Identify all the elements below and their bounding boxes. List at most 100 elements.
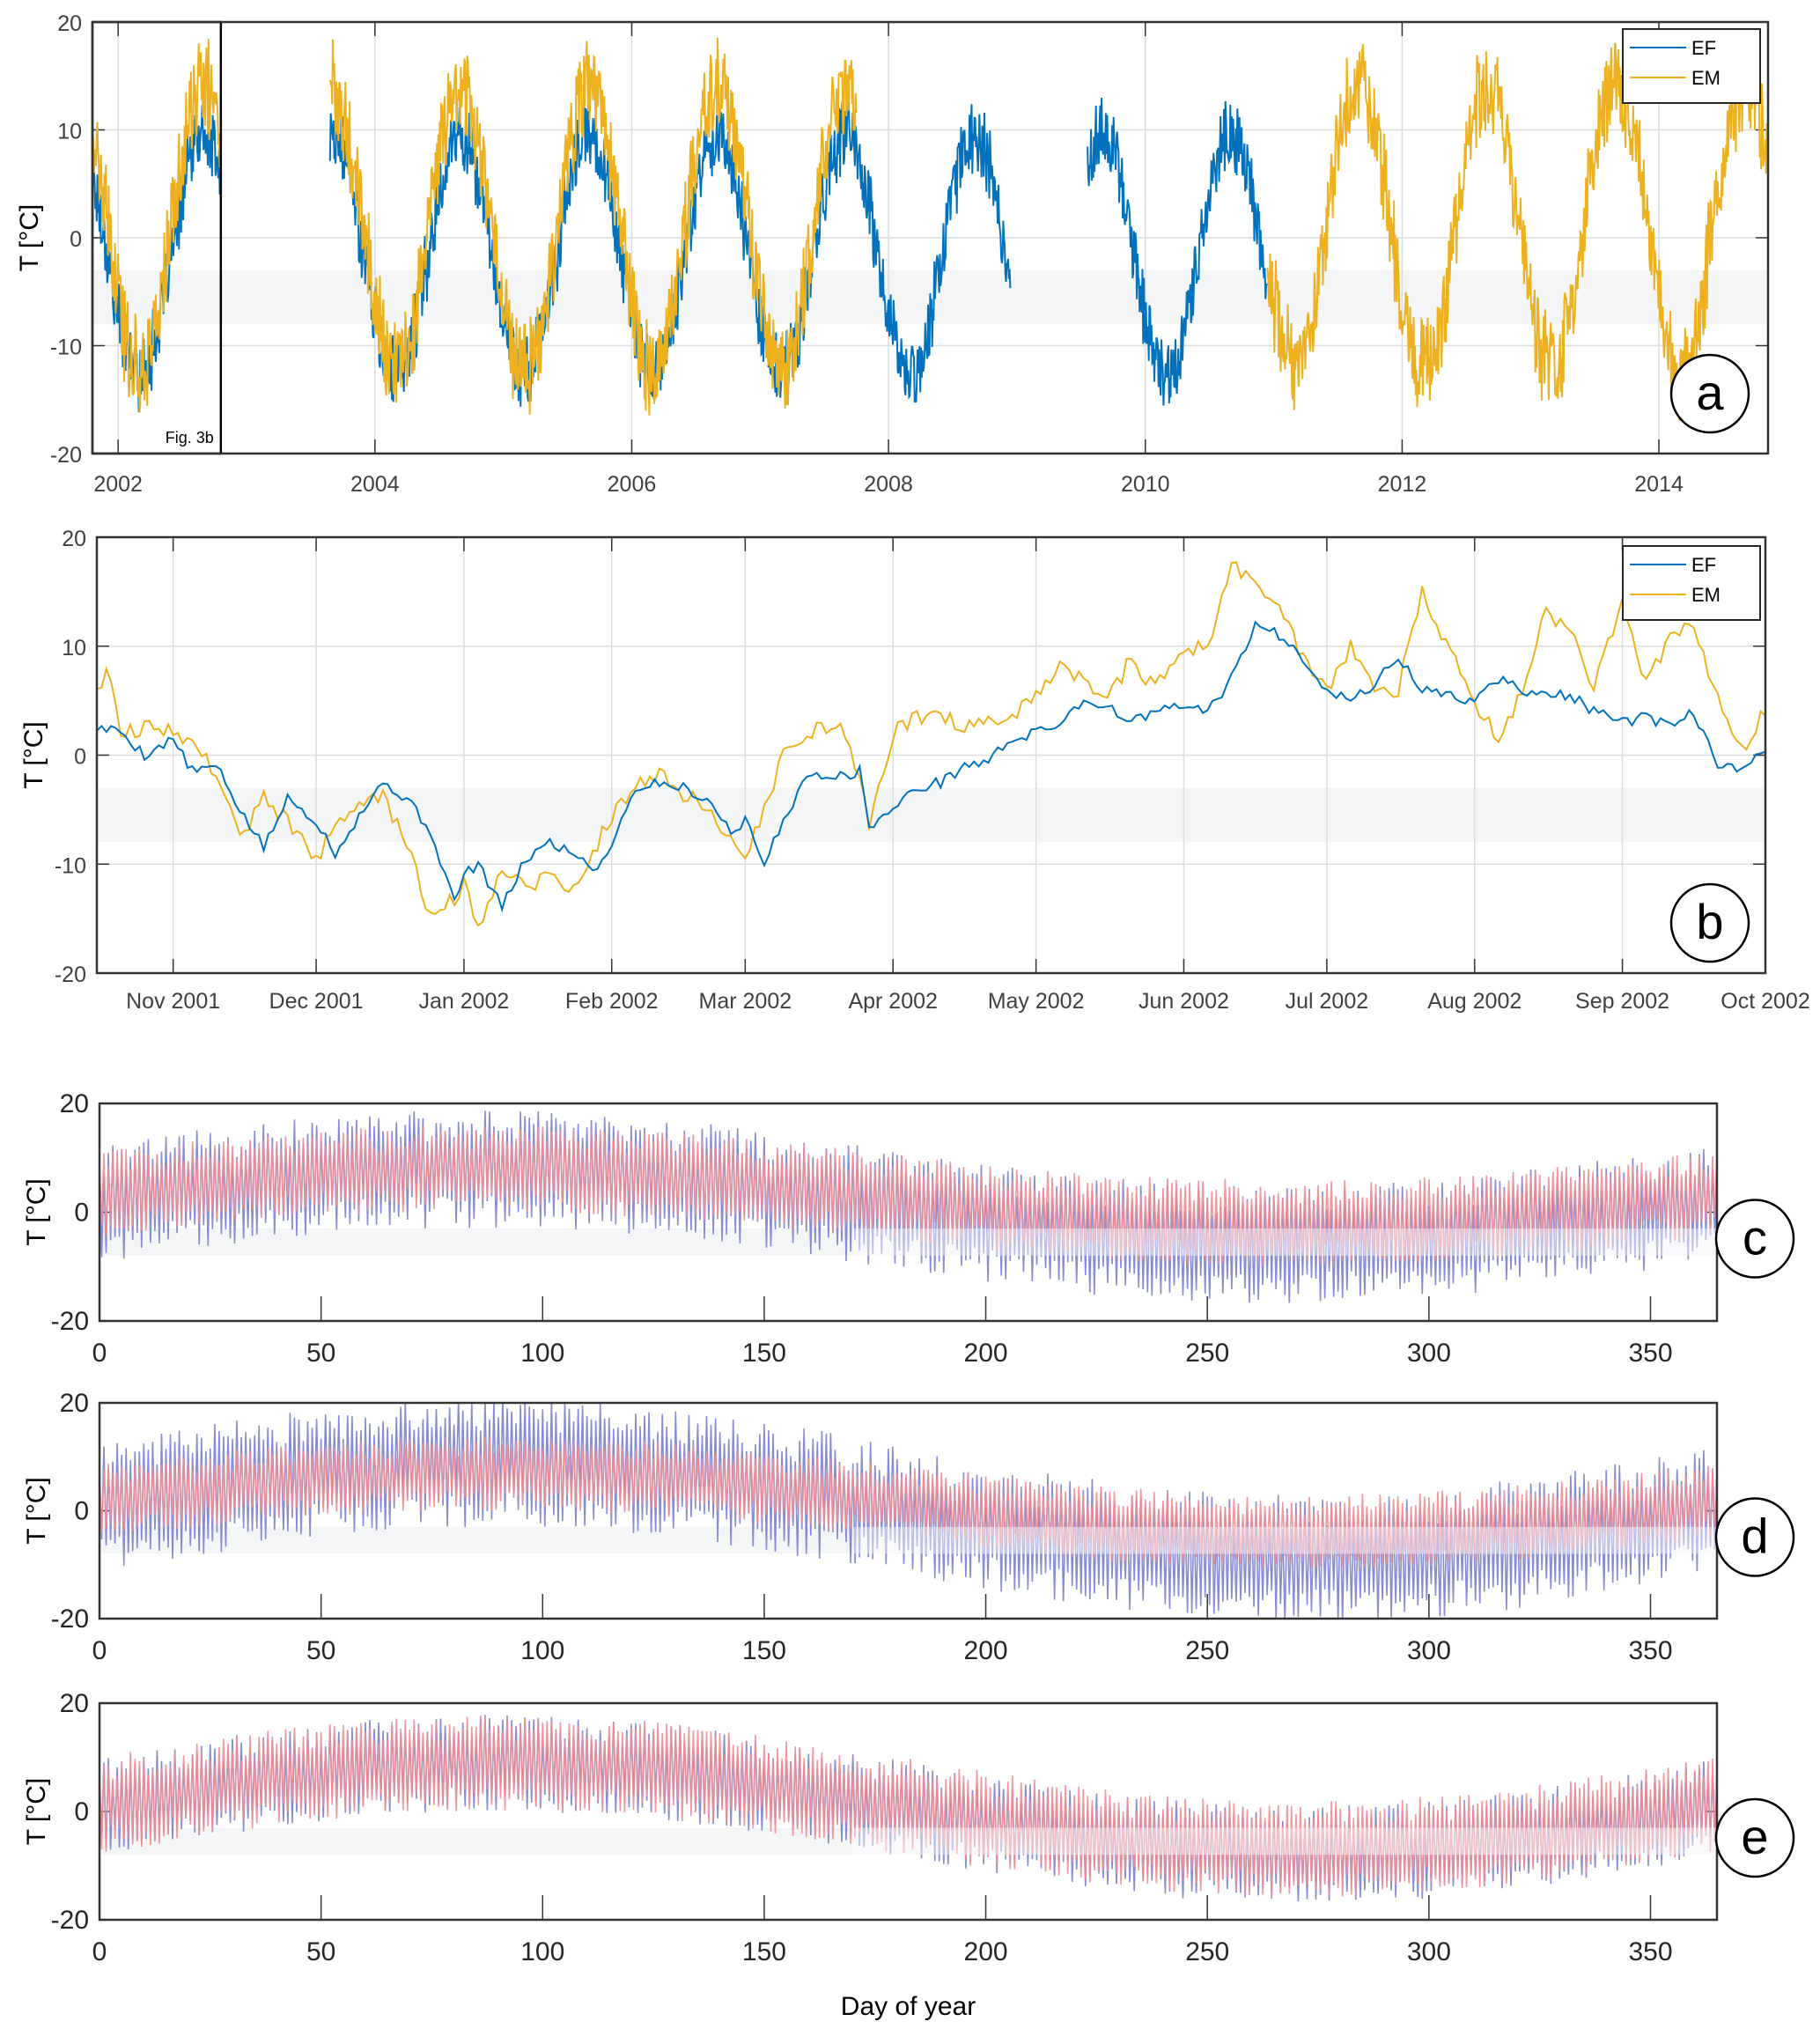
axes-frame: [91, 20, 1770, 455]
x-tick-label: 0: [92, 1636, 107, 1665]
x-tick-label: Aug 2002: [1427, 989, 1522, 1014]
y-tick-label: 0: [70, 227, 82, 252]
panel-a: -20 -10 0 10 20 T [°C] 2002 2004 2006 2008 2010 201…: [15, 11, 1770, 497]
x-tick-label: 300: [1407, 1937, 1451, 1966]
axes-frame: [98, 1701, 1719, 1922]
x-tick-label: 100: [520, 1636, 564, 1665]
x-tick-label: 2004: [350, 472, 400, 497]
x-tick-label: 350: [1628, 1937, 1672, 1966]
x-tick-label: Mar 2002: [699, 989, 792, 1014]
x-axis-label: Day of year: [841, 1992, 976, 2021]
x-tick-label: 50: [306, 1636, 335, 1665]
y-axis-label: T [°C]: [15, 204, 44, 271]
panel-label: d: [1741, 1509, 1768, 1564]
x-tick-label: 250: [1185, 1339, 1229, 1368]
series-line-modeled: [99, 1126, 1717, 1266]
legend-label-ef: EF: [1691, 554, 1716, 576]
x-tick-label: May 2002: [988, 989, 1085, 1014]
series-group: [99, 1110, 1717, 1303]
x-tick-label: 0: [92, 1339, 107, 1368]
y-tick-label: 0: [74, 1797, 89, 1826]
y-tick-label: 0: [74, 745, 86, 770]
x-tick-label: 100: [520, 1339, 564, 1368]
y-tick-label: 20: [62, 527, 86, 551]
y-tick-label: -20: [50, 443, 82, 468]
x-tick-label: 200: [964, 1636, 1008, 1665]
panel-b: -20 -10 0 10 20 T [°C] Nov 2001 Dec 2001 Jan 200…: [19, 527, 1810, 1014]
x-tick-label: Jul 2002: [1286, 989, 1369, 1014]
y-axis-label: T [°C]: [22, 1778, 51, 1845]
y-tick-label: 20: [57, 11, 82, 36]
x-tick-label: 150: [742, 1339, 786, 1368]
x-tick-label: 200: [964, 1339, 1008, 1368]
legend-box: [1622, 28, 1761, 104]
threshold-band-overlay: [852, 1228, 1717, 1256]
series-line-em: [92, 39, 222, 413]
series-line-ef: [96, 620, 1766, 913]
y-tick-label: -10: [55, 853, 86, 878]
panel-label: a: [1696, 365, 1724, 420]
y-tick-label: -20: [51, 1906, 89, 1935]
x-tick-label: Oct 2002: [1721, 989, 1809, 1014]
x-tick-label: Apr 2002: [848, 989, 937, 1014]
x-tick-label: 2014: [1634, 472, 1684, 497]
x-tick-label: 350: [1628, 1339, 1672, 1368]
series-line-observed: [99, 1403, 1717, 1619]
axes-frame: [98, 1102, 1719, 1323]
series-line-em: [96, 561, 1766, 927]
y-tick-label: -20: [51, 1307, 89, 1336]
legend-box: [1622, 545, 1761, 621]
x-tick-label: Nov 2001: [126, 989, 220, 1014]
x-tick-label: 150: [742, 1636, 786, 1665]
y-tick-label: 20: [60, 1089, 89, 1118]
series-group: [99, 1403, 1717, 1619]
x-tick-label: 50: [306, 1339, 335, 1368]
y-tick-label: 0: [74, 1199, 89, 1228]
panel-label: b: [1696, 894, 1723, 949]
x-tick-label: 200: [964, 1937, 1008, 1966]
x-tick-label: 250: [1185, 1636, 1229, 1665]
y-tick-label: -10: [50, 336, 82, 360]
series-line-ef: [1087, 97, 1268, 406]
axes-frame: [98, 1401, 1719, 1620]
y-tick-label: 20: [60, 1389, 89, 1418]
series-line-modeled: [99, 1436, 1717, 1569]
x-tick-label: 300: [1407, 1339, 1451, 1368]
x-tick-label: 2006: [608, 472, 657, 497]
panel-label-circle: [1714, 1797, 1795, 1878]
y-tick-label: 20: [60, 1689, 89, 1718]
x-tick-label: 350: [1628, 1636, 1672, 1665]
x-tick-label: 300: [1407, 1636, 1451, 1665]
x-tick-label: Jan 2002: [418, 989, 509, 1014]
y-tick-label: -20: [55, 963, 86, 987]
threshold-band-overlay: [852, 1827, 1717, 1856]
panel-label-circle: [1714, 1497, 1795, 1577]
x-tick-label: 100: [520, 1937, 564, 1966]
axes-frame: [95, 535, 1767, 975]
series-line-ef: [328, 97, 1012, 407]
series-line-modeled: [99, 1715, 1717, 1898]
x-tick-label: 2008: [864, 472, 913, 497]
panel-label: e: [1741, 1809, 1768, 1864]
legend-label-em: EM: [1691, 67, 1721, 89]
y-axis-label: T [°C]: [22, 1477, 51, 1544]
fig3b-annotation: Fig. 3b: [166, 429, 214, 446]
x-tick-label: 2010: [1121, 472, 1170, 497]
x-tick-label: 50: [306, 1937, 335, 1966]
x-tick-label: 2012: [1378, 472, 1427, 497]
threshold-band-overlay: [852, 1526, 1717, 1554]
x-tick-label: 2002: [93, 472, 143, 497]
panel-label-circle: [1669, 353, 1750, 434]
panel-label-circle: [1714, 1199, 1795, 1279]
y-tick-label: 10: [57, 120, 82, 144]
y-axis-label: T [°C]: [22, 1178, 51, 1245]
y-tick-label: -20: [51, 1605, 89, 1634]
y-tick-label: 0: [74, 1497, 89, 1526]
legend-label-ef: EF: [1691, 37, 1716, 59]
y-tick-label: 10: [62, 636, 86, 660]
series-group: [99, 1715, 1717, 1902]
x-tick-label: 150: [742, 1937, 786, 1966]
